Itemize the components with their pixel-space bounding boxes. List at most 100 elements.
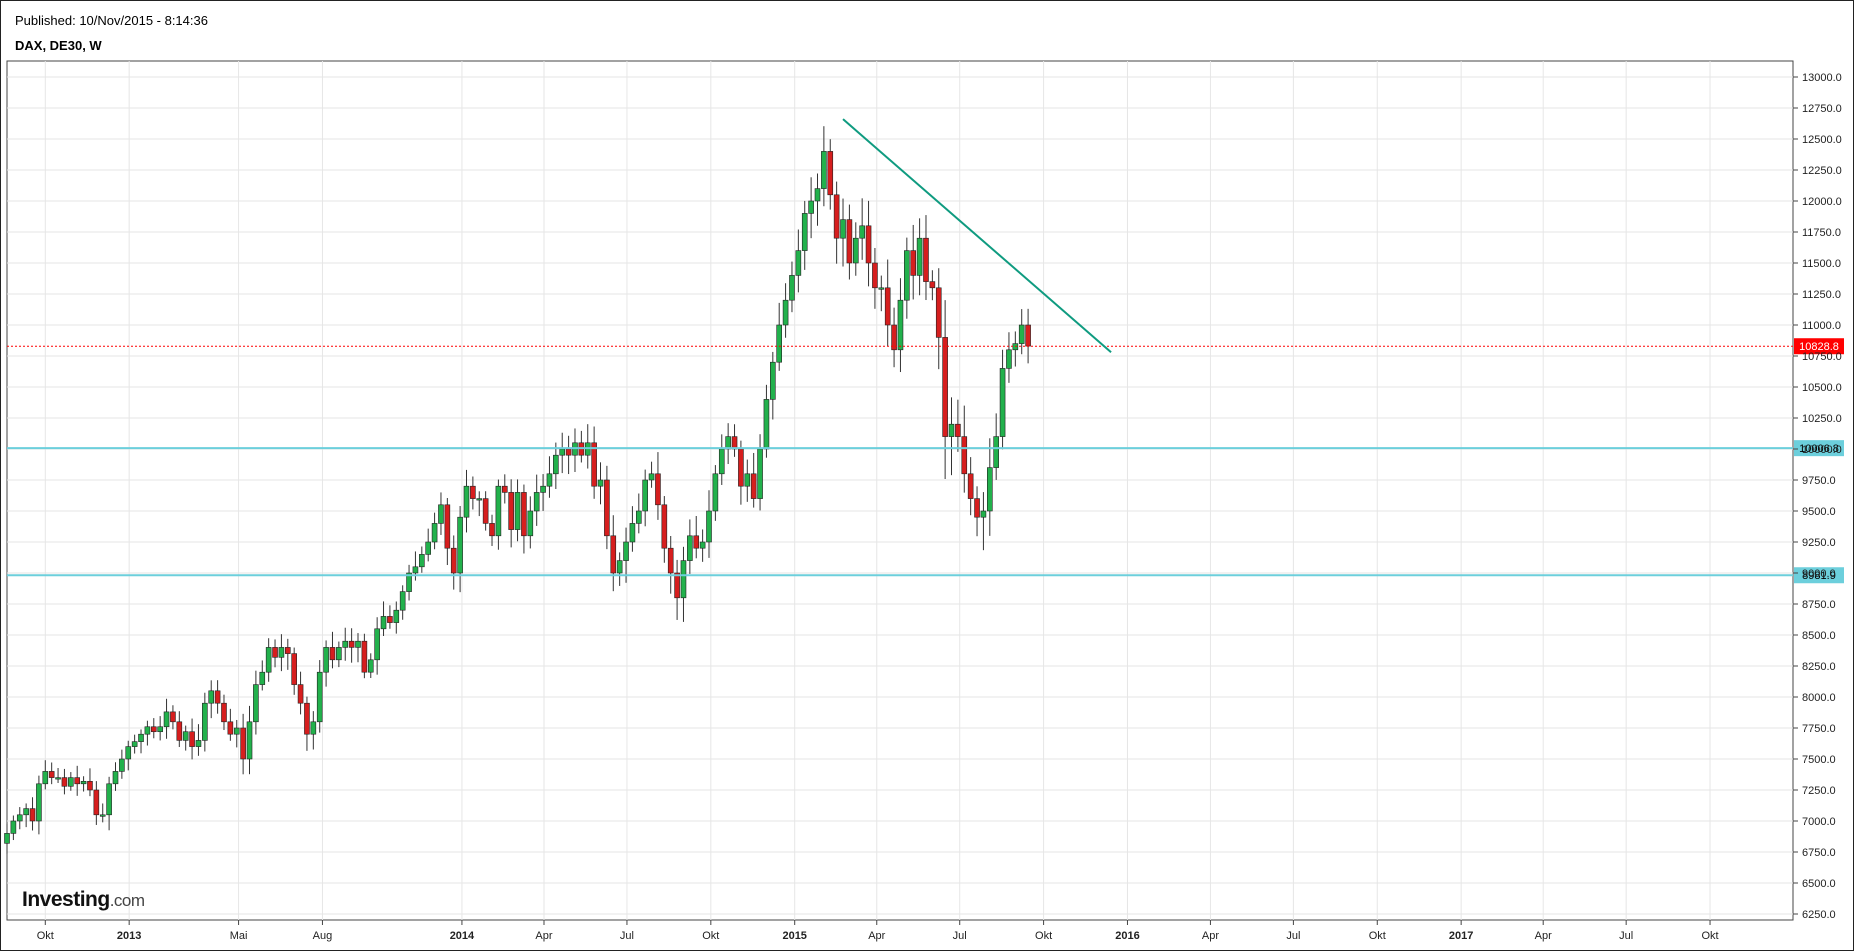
candle [878, 275, 885, 312]
candle-body [948, 423, 955, 437]
candle [195, 724, 202, 756]
candle-body [827, 151, 834, 196]
candle [661, 496, 668, 563]
candle-body [253, 684, 259, 723]
candle [872, 247, 878, 309]
candle-body [431, 523, 438, 543]
candle-body [616, 560, 623, 574]
y-tick-label: 9250.0 [1802, 537, 1836, 549]
candle [687, 519, 693, 574]
candle [438, 492, 444, 535]
candle [495, 479, 502, 550]
candle-body [929, 281, 936, 289]
candle [182, 725, 189, 751]
candle [974, 486, 980, 537]
candle-body [150, 726, 157, 733]
candle-body [559, 448, 566, 456]
candle-body [163, 711, 170, 728]
candle [406, 564, 412, 601]
candle-body [278, 647, 285, 658]
candle-body [878, 287, 885, 290]
y-tick-label: 6250.0 [1802, 909, 1836, 921]
candle [821, 126, 827, 207]
candle-body [310, 721, 317, 735]
candle [157, 716, 163, 741]
y-tick-label: 11500.0 [1802, 258, 1841, 270]
candle [233, 719, 240, 748]
candle [444, 497, 451, 566]
candle-body [246, 721, 253, 760]
candle-body [859, 225, 865, 239]
price-levels: 10006.8 8981.9 10828.8 [7, 338, 1844, 584]
x-tick-label: Okt [1369, 930, 1386, 942]
candle-body [221, 702, 227, 723]
candle-body [597, 479, 604, 487]
candle-body [42, 771, 49, 785]
y-tick-label: 10000.0 [1802, 444, 1842, 456]
candle-body [387, 616, 393, 623]
candle-body [119, 758, 125, 772]
candle [706, 490, 712, 558]
candle-body [419, 554, 425, 568]
candle [591, 426, 597, 499]
candle-body [629, 523, 636, 543]
candle-body [872, 262, 878, 289]
candle-body [789, 275, 795, 301]
candle [521, 484, 527, 554]
candle-body [814, 188, 821, 202]
support-label-bg [1794, 567, 1844, 584]
candle [527, 496, 534, 549]
candle [935, 268, 942, 370]
candle-body [425, 541, 432, 555]
candle [42, 760, 49, 790]
x-tick-label: Jul [620, 930, 634, 942]
candle-body [463, 485, 470, 518]
y-tick-label: 7250.0 [1802, 785, 1836, 797]
candle [916, 218, 923, 296]
candle [865, 200, 872, 287]
plot-area [6, 60, 1794, 921]
candle-body [674, 572, 680, 599]
candle-body [489, 523, 495, 537]
candle-body [74, 777, 81, 785]
candle [23, 803, 29, 828]
candle [833, 181, 840, 264]
candle-body [833, 194, 840, 239]
candle [540, 474, 546, 511]
candle-body [48, 771, 55, 778]
candle [278, 634, 285, 672]
candle-body [993, 436, 999, 468]
candle-body [93, 789, 100, 816]
x-tick-label: 2015 [782, 930, 806, 942]
y-tick-label: 11250.0 [1802, 289, 1841, 301]
candle-body [852, 237, 859, 264]
y-tick-label: 9000.0 [1802, 568, 1836, 580]
candle [272, 639, 278, 668]
candle [93, 781, 100, 825]
candle [482, 491, 489, 531]
candle [814, 173, 821, 226]
y-tick-label: 8250.0 [1802, 661, 1836, 673]
candle-body [801, 213, 808, 251]
candle [801, 200, 808, 270]
candle-body [291, 653, 297, 685]
candle [457, 505, 463, 593]
candle [163, 698, 170, 739]
candle-body [546, 473, 553, 487]
y-tick-label: 9750.0 [1802, 475, 1836, 487]
candle-body [731, 436, 738, 450]
candle [265, 638, 272, 682]
y-tick-label: 10500.0 [1802, 382, 1842, 394]
candle [323, 640, 329, 687]
x-tick-label: Okt [1701, 930, 1718, 942]
candle-body [4, 833, 10, 844]
candle [808, 177, 814, 239]
candle-body [1018, 324, 1025, 344]
x-axis: Okt 2013 Mai Aug 2014 Apr Jul Okt 2015 Apr Jul Okt 2… [37, 920, 1719, 942]
candle-body [693, 535, 700, 549]
candle-body [450, 547, 457, 574]
candle-body [297, 684, 304, 704]
x-tick-label: Aug [313, 930, 333, 942]
candle [514, 479, 521, 542]
